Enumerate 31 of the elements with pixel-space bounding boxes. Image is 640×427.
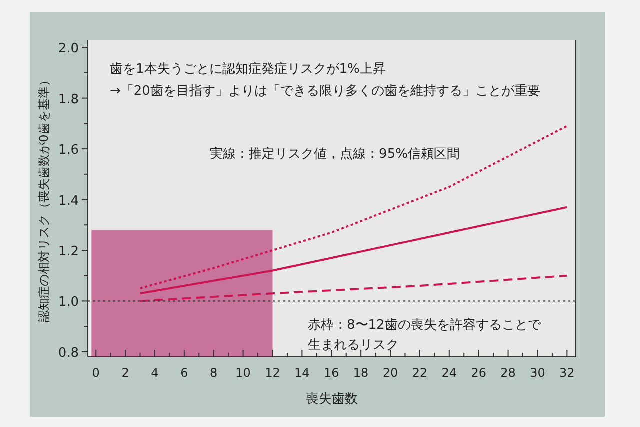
y-tick-label: 2.0: [58, 42, 79, 57]
x-tick-label: 28: [500, 366, 516, 380]
y-tick-label: 1.0: [58, 295, 79, 310]
x-tick-label: 26: [471, 366, 486, 380]
x-tick-label: 22: [412, 366, 428, 380]
y-tick-label: 1.2: [58, 244, 79, 260]
y-tick-label: 0.8: [58, 346, 79, 361]
annotation: 歯を1本失うごとに認知症発症リスクが1%上昇: [110, 62, 386, 77]
x-tick-label: 14: [294, 366, 310, 380]
annotation: 生まれるリスク: [308, 338, 399, 353]
x-tick-label: 2: [122, 366, 130, 380]
x-tick-label: 24: [442, 366, 458, 380]
x-axis-title: 喪失歯数: [306, 392, 358, 407]
x-tick-label: 12: [265, 366, 280, 380]
x-tick-label: 6: [180, 366, 188, 380]
x-tick-label: 10: [236, 366, 251, 380]
x-tick-label: 32: [560, 366, 575, 380]
annotation: 赤枠：8〜12歯の喪失を許容することで: [308, 317, 542, 333]
x-tick-label: 0: [92, 366, 100, 380]
x-tick-label: 30: [530, 366, 546, 380]
annotation: 実線：推定リスク値，点線：95%信頼区間: [210, 146, 460, 162]
x-tick-label: 18: [353, 366, 369, 380]
x-tick-label: 16: [324, 366, 340, 380]
y-tick-label: 1.8: [58, 92, 79, 108]
y-axis-title: 認知症の相対リスク（喪失歯数が0歯を基準）: [37, 74, 51, 322]
y-tick-label: 1.6: [58, 143, 79, 158]
x-tick-label: 4: [151, 366, 159, 380]
x-tick-label: 8: [210, 366, 218, 380]
x-tick-label: 20: [382, 366, 398, 380]
y-tick-label: 1.4: [58, 194, 79, 209]
annotation: →「20歯を目指す」よりは「できる限り多くの歯を維持する」ことが重要: [110, 84, 540, 99]
